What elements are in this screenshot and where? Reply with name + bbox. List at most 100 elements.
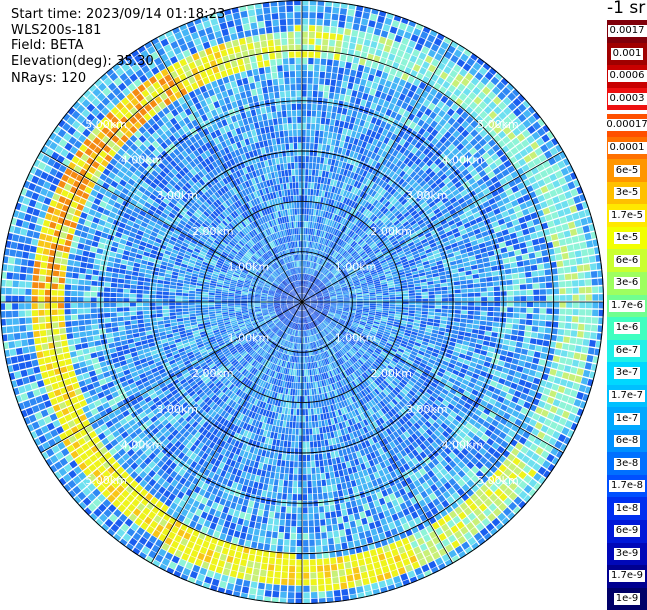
range-gate — [396, 561, 404, 569]
range-gate — [360, 79, 366, 86]
range-gate — [473, 325, 479, 330]
range-gate — [487, 211, 494, 218]
range-gate — [305, 189, 308, 195]
range-gate — [387, 557, 395, 565]
range-gate — [526, 314, 532, 319]
range-gate — [526, 241, 533, 247]
range-gate — [437, 264, 444, 268]
range-gate — [482, 366, 489, 372]
range-gate — [307, 91, 312, 97]
range-gate — [526, 356, 533, 362]
range-gate — [414, 283, 420, 286]
range-gate — [460, 249, 467, 254]
range-gate — [370, 307, 376, 309]
range-gate — [403, 296, 409, 298]
range-gate — [573, 243, 580, 250]
range-gate — [314, 203, 317, 209]
range-gate — [371, 62, 378, 69]
range-gate — [397, 29, 405, 37]
range-gate — [480, 278, 486, 283]
range-gate — [338, 67, 344, 74]
range-gate — [397, 525, 404, 533]
range-gate — [409, 290, 415, 293]
range-gate — [389, 563, 397, 571]
range-gate — [580, 354, 587, 361]
range-gate — [474, 283, 480, 287]
range-gate — [345, 62, 351, 69]
range-gate — [564, 388, 572, 396]
range-gate — [304, 235, 306, 241]
range-gate — [365, 475, 371, 482]
range-gate — [379, 37, 386, 44]
range-gate — [333, 60, 339, 67]
range-gate — [461, 310, 467, 314]
range-gate — [319, 137, 323, 143]
range-gate — [451, 334, 458, 339]
range-gate — [358, 65, 364, 72]
range-gate — [516, 231, 523, 237]
range-gate — [539, 276, 545, 282]
range-gate — [453, 326, 459, 330]
range-gate — [499, 355, 506, 361]
range-gate — [317, 183, 320, 189]
range-gate — [360, 99, 366, 106]
range-gate — [488, 302, 494, 306]
range-gate — [396, 297, 402, 299]
range-gate — [389, 304, 395, 306]
range-gate — [485, 272, 492, 277]
range-gate — [350, 298, 356, 300]
range-gate — [302, 110, 306, 116]
range-gate — [481, 252, 488, 257]
range-gate — [551, 234, 558, 241]
range-gate — [493, 208, 500, 215]
range-gate — [558, 386, 566, 393]
range-gate — [521, 349, 528, 355]
range-gate — [532, 271, 539, 277]
range-gate — [518, 360, 525, 366]
range-gate — [470, 260, 477, 265]
range-gate — [385, 551, 392, 559]
range-gate — [519, 273, 526, 278]
range-gate — [554, 377, 561, 384]
range-gate — [554, 247, 561, 254]
range-gate — [570, 266, 577, 273]
range-gate — [311, 124, 315, 130]
range-gate — [330, 27, 337, 34]
range-gate — [331, 73, 337, 80]
range-gate — [566, 358, 573, 365]
range-gate — [317, 104, 322, 110]
range-gate — [499, 205, 506, 212]
range-gate — [376, 294, 382, 296]
range-gate — [336, 113, 341, 120]
range-gate — [363, 307, 369, 309]
range-gate — [313, 216, 316, 222]
range-gate — [357, 485, 363, 492]
range-gate — [558, 322, 564, 328]
range-gate — [304, 228, 306, 234]
range-gate — [557, 261, 564, 267]
range-gate — [507, 302, 513, 307]
range-gate — [468, 293, 474, 297]
range-gate — [517, 336, 524, 342]
range-gate — [304, 222, 306, 228]
range-gate — [487, 292, 493, 296]
range-gate — [344, 29, 351, 36]
range-gate — [505, 329, 512, 334]
range-gate — [455, 310, 461, 314]
range-gate — [304, 202, 306, 208]
range-gate — [490, 337, 497, 342]
range-gate — [522, 343, 529, 349]
range-gate — [541, 394, 549, 401]
range-gate — [368, 20, 375, 27]
range-gate — [386, 95, 393, 102]
range-gate — [407, 322, 413, 325]
range-gate — [487, 287, 493, 291]
range-gate — [514, 372, 521, 379]
range-gate — [321, 52, 327, 58]
range-gate — [528, 253, 535, 259]
range-gate — [536, 258, 543, 264]
range-gate — [498, 378, 505, 385]
range-gate — [527, 308, 533, 313]
range-gate — [381, 490, 387, 497]
